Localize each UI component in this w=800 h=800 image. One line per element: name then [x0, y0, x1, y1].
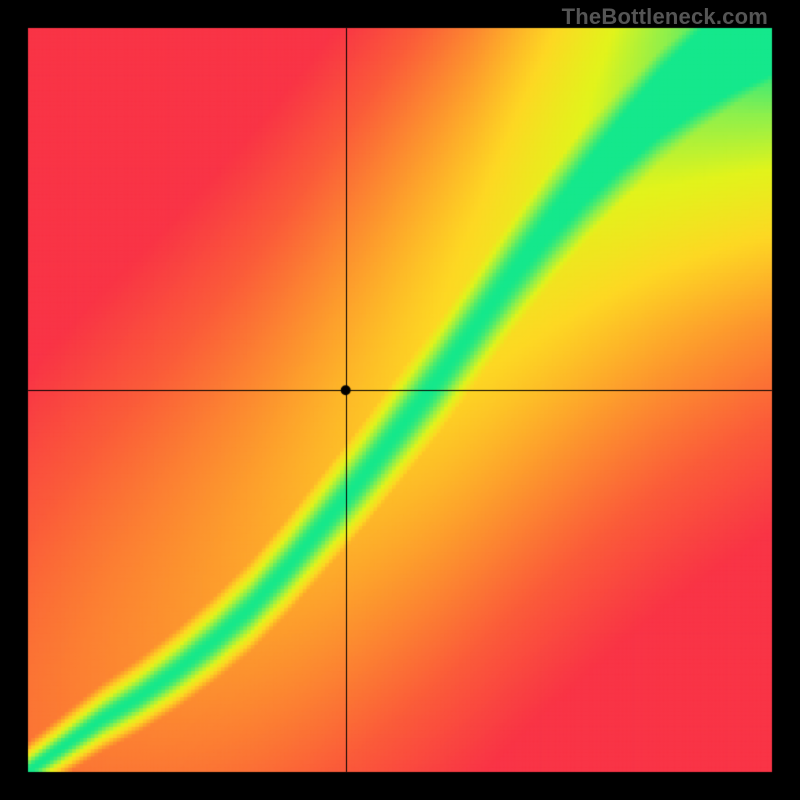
chart-container: { "watermark": "TheBottleneck.com", "lay… — [0, 0, 800, 800]
watermark-text: TheBottleneck.com — [562, 4, 768, 30]
overlay-canvas — [0, 0, 800, 800]
